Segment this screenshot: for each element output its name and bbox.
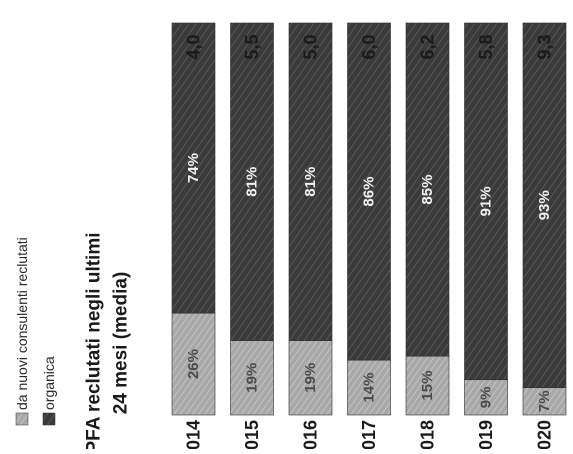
bar-nuovi-2014 <box>171 312 216 416</box>
category-label-2014: 2014 <box>184 420 204 449</box>
data-label-nuovi-2020: 7% <box>536 390 553 412</box>
category-label-2018: 2018 <box>418 420 438 449</box>
data-label-organica-2019: 91% <box>478 186 495 216</box>
bar-organica-2020 <box>522 22 567 388</box>
bar-organica-2015 <box>230 22 274 341</box>
data-label-organica-2015: 81% <box>244 167 261 197</box>
data-label-nuovi-2018: 15% <box>419 371 436 401</box>
total-label-2015: 5,5 <box>242 34 262 59</box>
bar-nuovi-2020 <box>522 387 567 416</box>
data-label-nuovi-2017: 14% <box>361 373 378 403</box>
category-label-2019: 2019 <box>476 420 496 449</box>
legend-label-nuovi: da nuovi consulenti reclutati <box>14 237 30 410</box>
data-label-organica-2017: 86% <box>361 177 378 207</box>
bar-nuovi-2016 <box>288 340 333 416</box>
bar-nuovi-2019 <box>464 379 508 416</box>
total-label-2018: 6,2 <box>418 34 438 59</box>
chart-title-line-2: 24 mesi (media) <box>111 272 132 415</box>
data-label-nuovi-2015: 19% <box>244 363 261 393</box>
bar-nuovi-2018 <box>405 355 450 416</box>
category-label-2016: 2016 <box>301 420 321 449</box>
bar-organica-2018 <box>405 22 450 357</box>
bar-organica-2019 <box>464 22 508 381</box>
total-label-2017: 6,0 <box>359 34 379 59</box>
total-label-2014: 4,0 <box>184 34 204 59</box>
data-label-nuovi-2016: 19% <box>302 363 319 393</box>
data-label-nuovi-2019: 9% <box>478 387 495 409</box>
bar-organica-2014 <box>171 22 216 314</box>
category-label-2017: 2017 <box>359 420 379 449</box>
legend: da nuovi consulenti reclutati organica <box>14 237 57 426</box>
data-label-organica-2018: 85% <box>419 175 436 205</box>
total-label-2020: 9,3 <box>535 34 555 59</box>
legend-label-organica: organica <box>41 356 57 410</box>
chart-title: PFA reclutati negli ultimi 24 mesi (media… <box>84 233 132 454</box>
bar-organica-2017 <box>347 22 391 361</box>
data-label-organica-2016: 81% <box>302 167 319 197</box>
legend-swatch-nuovi <box>15 412 29 426</box>
total-labels: 4,0 5,5 5,0 6,0 6,2 5,8 9,3 <box>184 34 555 59</box>
bars: 26% 74% 19% 81% 19% 81% 14% 86% 15% 85% 9% 91% 7% 93% <box>171 22 567 416</box>
bar-nuovi-2017 <box>347 359 391 416</box>
total-label-2019: 5,8 <box>476 34 496 59</box>
data-label-organica-2014: 74% <box>185 153 202 183</box>
category-label-2020: 2020 <box>535 420 555 449</box>
category-label-2015: 2015 <box>242 420 262 449</box>
data-label-organica-2020: 93% <box>536 190 553 220</box>
category-labels: 2014 2015 2016 2017 2018 2019 2020 <box>184 420 555 454</box>
total-label-2016: 5,0 <box>301 34 321 59</box>
chart-title-line-1: PFA reclutati negli ultimi <box>84 233 105 450</box>
data-label-nuovi-2014: 26% <box>185 349 202 379</box>
legend-swatch-organica <box>42 412 56 426</box>
bar-organica-2016 <box>288 22 333 341</box>
